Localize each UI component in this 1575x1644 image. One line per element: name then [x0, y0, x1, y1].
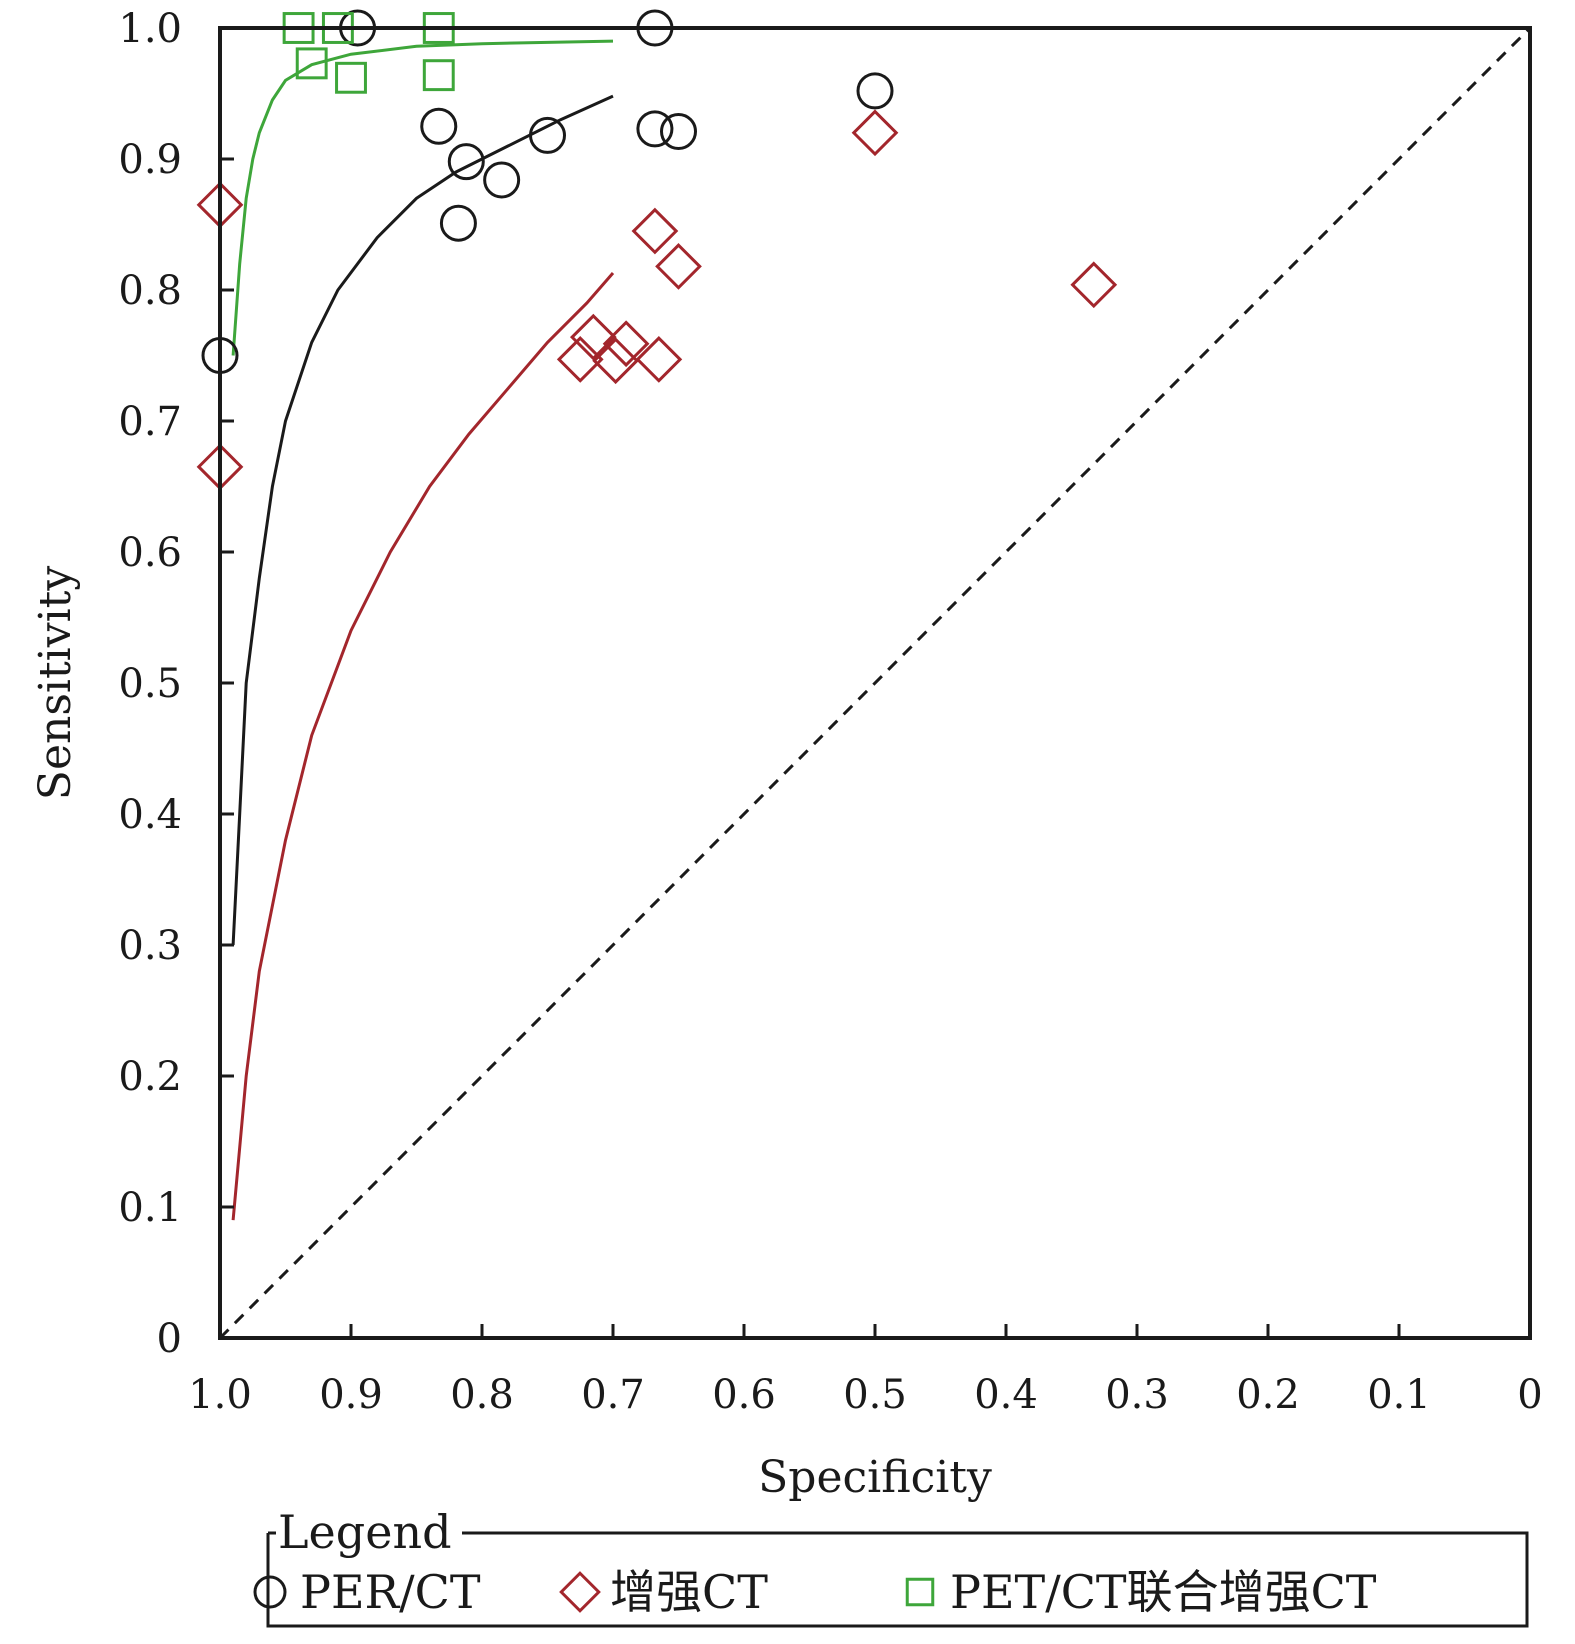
y-tick-label: 0.4	[118, 792, 182, 838]
data-point-series-2	[1070, 261, 1118, 309]
data-point-series-1	[856, 72, 894, 110]
legend-title: Legend	[278, 1505, 452, 1559]
data-point-series-2	[556, 336, 604, 383]
curves-layer	[231, 39, 615, 1221]
ticks-layer: 1.0 0.9 0.8 0.7 0.6 0.5 0.4 0.3 0.2 0.1 0 0 0.1 0.2 0.…	[118, 6, 1542, 1418]
sroc-curve-series-2	[231, 272, 615, 1221]
y-tick-label: 0.6	[118, 530, 182, 576]
legend-frame	[266, 1531, 1529, 1628]
x-tick-label: 0.9	[319, 1372, 383, 1418]
x-tick-label: 0.5	[843, 1372, 907, 1418]
data-point-series-1	[447, 143, 485, 181]
data-point-series-2	[635, 336, 683, 383]
data-point-series-1	[483, 161, 521, 199]
data-point-series-2	[851, 109, 899, 157]
x-tick-label: 0.2	[1236, 1372, 1300, 1418]
y-tick-label: 0	[157, 1316, 182, 1362]
data-point-series-1	[420, 107, 458, 145]
points-layer	[196, 9, 1118, 491]
diagonal-reference-line	[218, 26, 1532, 1340]
y-tick-label: 1.0	[118, 6, 182, 52]
x-axis-title: Specificity	[758, 1452, 992, 1503]
y-tick-label: 0.9	[118, 137, 182, 183]
x-tick-label: 0.4	[974, 1372, 1038, 1418]
y-axis-title: Sensitivity	[30, 566, 81, 801]
legend-marker-series-2	[559, 1571, 601, 1613]
data-point-series-3	[295, 47, 328, 80]
x-tick-label: 0	[1517, 1372, 1542, 1418]
data-point-series-3	[422, 59, 455, 92]
legend-label-series-2: 增强CT	[610, 1565, 768, 1619]
y-tick-label: 0.1	[118, 1185, 182, 1231]
reference-layer	[218, 26, 1532, 1340]
y-tick-label: 0.3	[118, 923, 182, 969]
x-tick-label: 0.1	[1367, 1372, 1431, 1418]
data-point-series-2	[631, 207, 679, 255]
legend-label-series-1: PER/CT	[300, 1565, 481, 1619]
sroc-curve-series-1	[231, 94, 614, 946]
y-tick-label: 0.8	[118, 268, 182, 314]
data-point-series-2	[592, 337, 639, 385]
data-point-series-1	[636, 110, 674, 148]
legend-label-series-3: PET/CT联合增强CT	[950, 1565, 1377, 1619]
y-tick-label: 0.7	[118, 399, 182, 445]
data-point-series-2	[602, 320, 650, 368]
x-tick-label: 0.8	[450, 1372, 514, 1418]
sroc-curve-series-3	[231, 39, 614, 356]
data-point-series-1	[660, 112, 697, 150]
x-tick-label: 1.0	[188, 1372, 252, 1418]
x-tick-label: 0.7	[581, 1372, 645, 1418]
data-point-series-2	[569, 313, 617, 361]
data-point-series-1	[439, 204, 477, 242]
y-tick-label: 0.5	[118, 661, 182, 707]
legend-entries: PER/CT 增强CT PET/CT联合增强CT	[253, 1565, 1377, 1619]
data-point-series-3	[335, 61, 367, 94]
x-tick-label: 0.6	[712, 1372, 776, 1418]
y-tick-label: 0.2	[118, 1054, 182, 1100]
data-point-series-2	[655, 243, 702, 290]
legend-marker-series-1	[253, 1575, 287, 1609]
data-point-series-1	[529, 116, 566, 154]
legend: Legend PER/CT 增强CT PET/CT联合增强CT	[253, 1505, 1529, 1628]
x-tick-label: 0.3	[1105, 1372, 1169, 1418]
legend-marker-series-3	[905, 1577, 935, 1607]
